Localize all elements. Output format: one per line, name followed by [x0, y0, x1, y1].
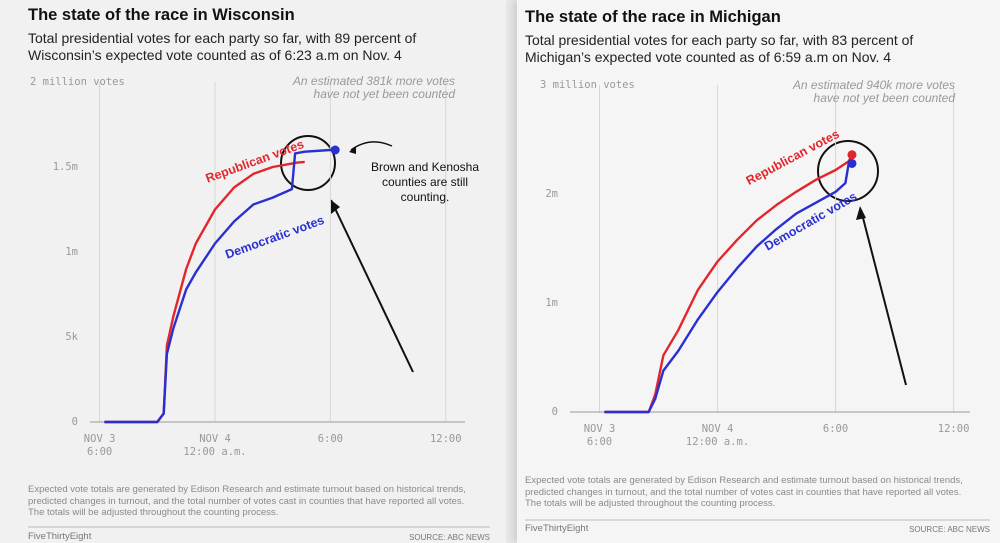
- x-tick-label: 6:00: [317, 433, 344, 445]
- y-tick-label: 5k: [65, 331, 78, 343]
- end-marker: [847, 158, 857, 168]
- end-marker: [847, 150, 857, 160]
- arrowhead: [349, 146, 356, 154]
- series-label: Democratic votes: [223, 213, 326, 262]
- michigan-panel: 0 1m 2m 3 million votes Republican votes Demo…: [517, 0, 1000, 543]
- x-tick-label: 6:00: [822, 423, 849, 435]
- footnote: Expected vote totals are generated by Ed…: [28, 484, 466, 518]
- highlight-circle: [817, 140, 879, 202]
- y-tick-label: 3 million votes: [540, 79, 635, 91]
- arrow: [330, 199, 414, 373]
- source: SOURCE: ABC NEWS: [909, 525, 990, 534]
- footnote: Expected vote totals are generated by Ed…: [525, 475, 963, 509]
- source: SOURCE: ABC NEWS: [409, 533, 490, 542]
- x-tick-label: NOV 4 12:00 a.m.: [183, 433, 247, 458]
- series-label: Democratic votes: [762, 189, 859, 253]
- x-tick-label: 12:00: [937, 423, 970, 435]
- y-tick-label: 1.5m: [53, 161, 78, 173]
- x-tick-label: 12:00: [429, 433, 462, 445]
- chart: 0 1m 2m 3 million votes Republican votesDemo…: [525, 79, 990, 521]
- note: An estimated 381k more votes have not ye…: [292, 74, 455, 101]
- y-tick-label: 1m: [65, 246, 78, 258]
- wisconsin-panel: 0 5k 1m 1.5m 2 million votes Republican votes…: [28, 6, 490, 542]
- y-tick-label: 0: [72, 416, 78, 428]
- subtitle: Total presidential votes for each party …: [525, 32, 914, 65]
- note: An estimated 940k more votes have not ye…: [792, 78, 955, 105]
- series-line: [604, 162, 852, 414]
- callout: Brown and Kenosha counties are still cou…: [370, 160, 480, 204]
- x-tick-label: NOV 3 6:00: [83, 433, 116, 458]
- highlight-circle: [280, 135, 336, 191]
- credit: FiveThirtyEight: [28, 531, 92, 542]
- series-label: Republican votes: [744, 127, 842, 188]
- y-tick-label: 0: [552, 406, 558, 418]
- y-tick-label: 1m: [545, 297, 558, 309]
- series-label: Republican votes: [204, 137, 306, 186]
- x-tick-label: NOV 4 12:00 a.m.: [685, 423, 750, 448]
- title: The state of the race in Wisconsin: [28, 6, 295, 24]
- title: The state of the race in Michigan: [525, 8, 781, 26]
- arrowhead: [331, 200, 340, 214]
- subtitle: Total presidential votes for each party …: [28, 30, 417, 63]
- series-line: [604, 154, 854, 414]
- end-marker: [330, 145, 340, 155]
- chart: 0 5k 1m 1.5m 2 million votes Republican votes…: [28, 76, 490, 528]
- arrowhead: [856, 206, 866, 220]
- credit: FiveThirtyEight: [525, 523, 589, 534]
- callout-arrow: [350, 141, 393, 151]
- x-tick-label: NOV 3 6:00: [583, 423, 616, 448]
- y-tick-label: 2 million votes: [30, 76, 125, 88]
- arrow: [860, 209, 907, 386]
- series-line: [104, 160, 305, 424]
- series-line: [104, 148, 336, 424]
- y-tick-label: 2m: [545, 188, 558, 200]
